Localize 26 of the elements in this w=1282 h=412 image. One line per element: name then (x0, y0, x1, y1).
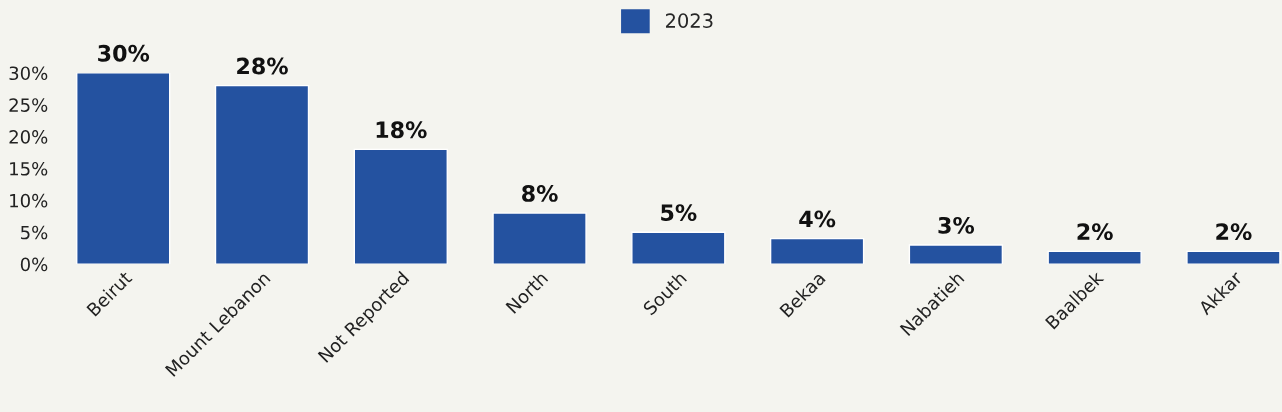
y-tick-label: 25% (9, 98, 48, 112)
bar (214, 84, 310, 265)
y-tick-label: 15% (10, 161, 48, 176)
y-tick-label: 10% (10, 193, 48, 208)
data-label: 2% (1216, 223, 1252, 241)
data-label: 2% (1077, 223, 1113, 241)
y-tick-label: 30% (9, 66, 48, 81)
data-label: 28% (237, 57, 288, 75)
data-label: 3% (938, 216, 975, 234)
bar (353, 148, 448, 265)
data-label: 18% (376, 121, 427, 139)
bar (1047, 250, 1142, 265)
bar (492, 212, 587, 265)
data-label: 4% (799, 210, 836, 228)
bar (908, 244, 1004, 265)
y-tick-label: 5% (21, 225, 48, 240)
bar (1186, 250, 1281, 265)
data-label: 30% (98, 44, 150, 62)
legend-label: 2023 (665, 13, 713, 28)
y-tick-label: 0% (20, 257, 48, 272)
bar (631, 231, 726, 265)
data-label: 5% (661, 204, 697, 221)
data-label: 8% (522, 185, 558, 202)
y-tick-label: 20% (9, 130, 48, 144)
bar (76, 72, 171, 265)
bar (769, 237, 865, 265)
